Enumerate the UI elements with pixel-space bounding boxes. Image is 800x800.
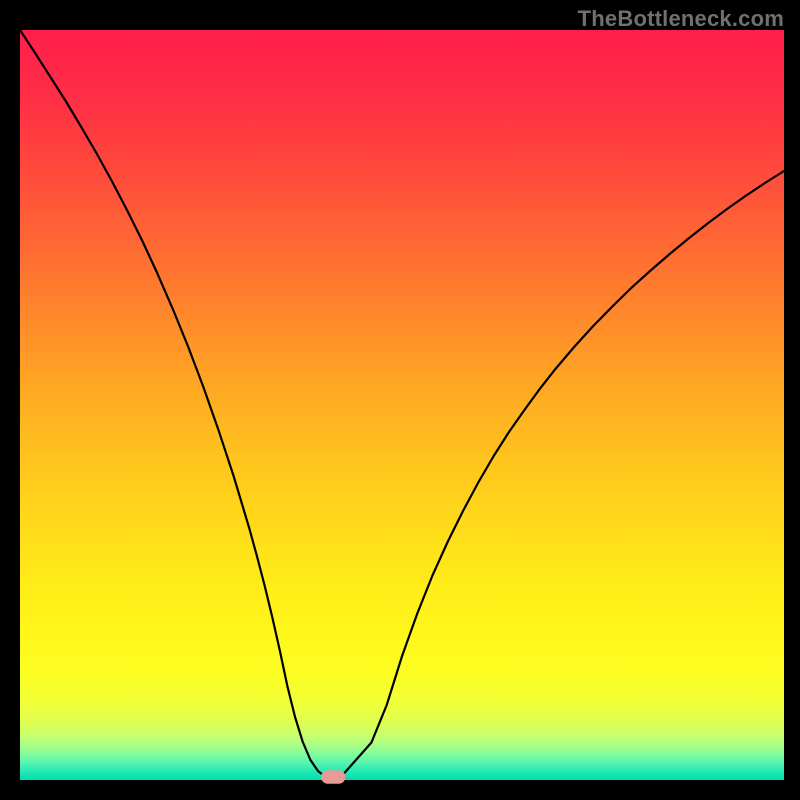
plot-area-gradient [20, 30, 784, 780]
bottleneck-curve-chart [0, 0, 800, 800]
watermark-text: TheBottleneck.com [578, 6, 784, 32]
chart-frame: TheBottleneck.com [0, 0, 800, 800]
vertex-marker [321, 770, 345, 784]
